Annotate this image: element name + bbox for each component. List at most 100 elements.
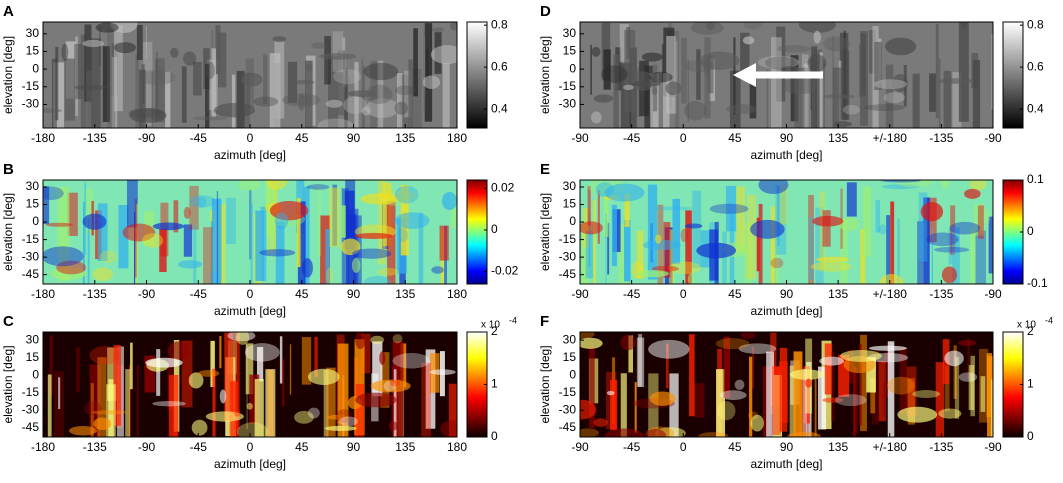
image-texture	[604, 183, 645, 202]
image-texture	[325, 229, 330, 284]
image-texture	[263, 54, 268, 104]
image-texture	[907, 378, 915, 425]
image-texture	[333, 69, 362, 85]
x-tick-label: -90	[571, 287, 589, 301]
image-texture	[193, 61, 202, 96]
image-texture	[324, 425, 357, 431]
image-texture	[337, 343, 349, 437]
image-texture	[692, 190, 702, 268]
image-texture	[681, 37, 687, 104]
image-texture	[325, 99, 343, 108]
image-texture	[733, 37, 736, 115]
image-texture	[303, 186, 310, 284]
image-texture	[205, 411, 244, 422]
x-tick-label: 0	[247, 131, 254, 145]
image-texture	[275, 221, 285, 284]
image-texture	[669, 229, 674, 284]
image-texture	[292, 79, 315, 85]
image-texture	[130, 342, 133, 390]
image-texture	[183, 224, 193, 257]
image-texture	[969, 180, 987, 191]
image-texture	[378, 180, 386, 265]
image-texture	[657, 204, 664, 284]
image-texture	[45, 222, 73, 227]
image-texture	[899, 347, 907, 414]
image-texture	[399, 74, 410, 128]
image-texture	[269, 200, 309, 221]
image-texture	[977, 205, 984, 239]
image-texture	[881, 184, 920, 190]
colorbar-tick-label: 0.4	[491, 101, 508, 115]
image-texture	[696, 49, 701, 100]
image-texture	[812, 215, 844, 227]
image-texture	[723, 336, 731, 399]
image-texture	[777, 186, 780, 247]
heatmap-image	[43, 332, 457, 437]
image-texture	[323, 369, 329, 437]
image-texture	[240, 72, 263, 87]
image-texture	[890, 201, 895, 284]
panel: A 30 15 0 -15 -30 -180 -135 -90 -45 0 45 90 135 180 azi…	[1, 3, 508, 162]
colorbar-tick-label: -0.1	[1027, 276, 1048, 290]
image-texture	[815, 256, 850, 263]
image-texture	[274, 212, 289, 230]
image-texture	[305, 63, 313, 71]
image-texture	[107, 347, 117, 401]
panel: F 30 15 0 -15 -30 -45 -90 -45 0 45 90 135 +/-180 -135 -…	[538, 313, 1053, 471]
x-tick-label: -90	[138, 440, 156, 454]
x-tick-label: 90	[347, 131, 361, 145]
y-tick-label: -15	[22, 385, 40, 399]
image-texture	[880, 180, 922, 183]
x-axis-label: azimuth [deg]	[214, 148, 286, 162]
image-texture	[192, 116, 227, 121]
image-texture	[316, 184, 321, 257]
x-tick-label: -45	[623, 440, 641, 454]
image-texture	[329, 187, 340, 247]
y-tick-label: 30	[563, 332, 577, 346]
colorbar-tick-label: 1	[491, 377, 498, 391]
x-tick-label: 0	[247, 440, 254, 454]
image-texture	[216, 190, 219, 284]
image-texture	[983, 208, 991, 225]
image-texture	[749, 356, 753, 437]
x-tick-label: -45	[623, 287, 641, 301]
image-texture	[191, 419, 208, 436]
image-texture	[603, 49, 611, 90]
image-texture	[377, 60, 384, 128]
image-texture	[87, 217, 90, 284]
image-texture	[138, 69, 146, 128]
image-texture	[624, 193, 630, 227]
image-texture	[245, 343, 254, 395]
image-texture	[380, 352, 390, 408]
image-texture	[249, 374, 260, 424]
image-texture	[649, 391, 676, 406]
image-texture	[809, 217, 814, 280]
x-tick-label: -45	[190, 440, 208, 454]
image-texture	[954, 356, 960, 419]
x-tick-label: -180	[31, 287, 55, 301]
image-texture	[822, 94, 855, 100]
image-texture	[421, 362, 431, 437]
colorbar-tick-label: 0.8	[1027, 17, 1044, 31]
x-tick-label: 135	[828, 131, 848, 145]
image-texture	[253, 96, 279, 107]
image-texture	[86, 70, 96, 128]
x-tick-label: +/-180	[873, 440, 908, 454]
image-texture	[113, 42, 137, 54]
image-texture	[968, 365, 975, 411]
x-tick-label: 45	[728, 287, 742, 301]
image-texture	[271, 228, 273, 261]
image-texture	[980, 376, 986, 412]
image-texture	[590, 44, 592, 95]
image-texture	[651, 265, 679, 272]
image-texture	[680, 228, 689, 243]
image-texture	[254, 379, 264, 437]
image-texture	[838, 217, 860, 232]
image-texture	[690, 22, 724, 35]
image-texture	[344, 68, 348, 128]
image-texture	[226, 197, 236, 244]
image-texture	[392, 353, 431, 369]
image-texture	[587, 185, 591, 226]
image-texture	[69, 425, 98, 436]
image-texture	[61, 43, 69, 62]
